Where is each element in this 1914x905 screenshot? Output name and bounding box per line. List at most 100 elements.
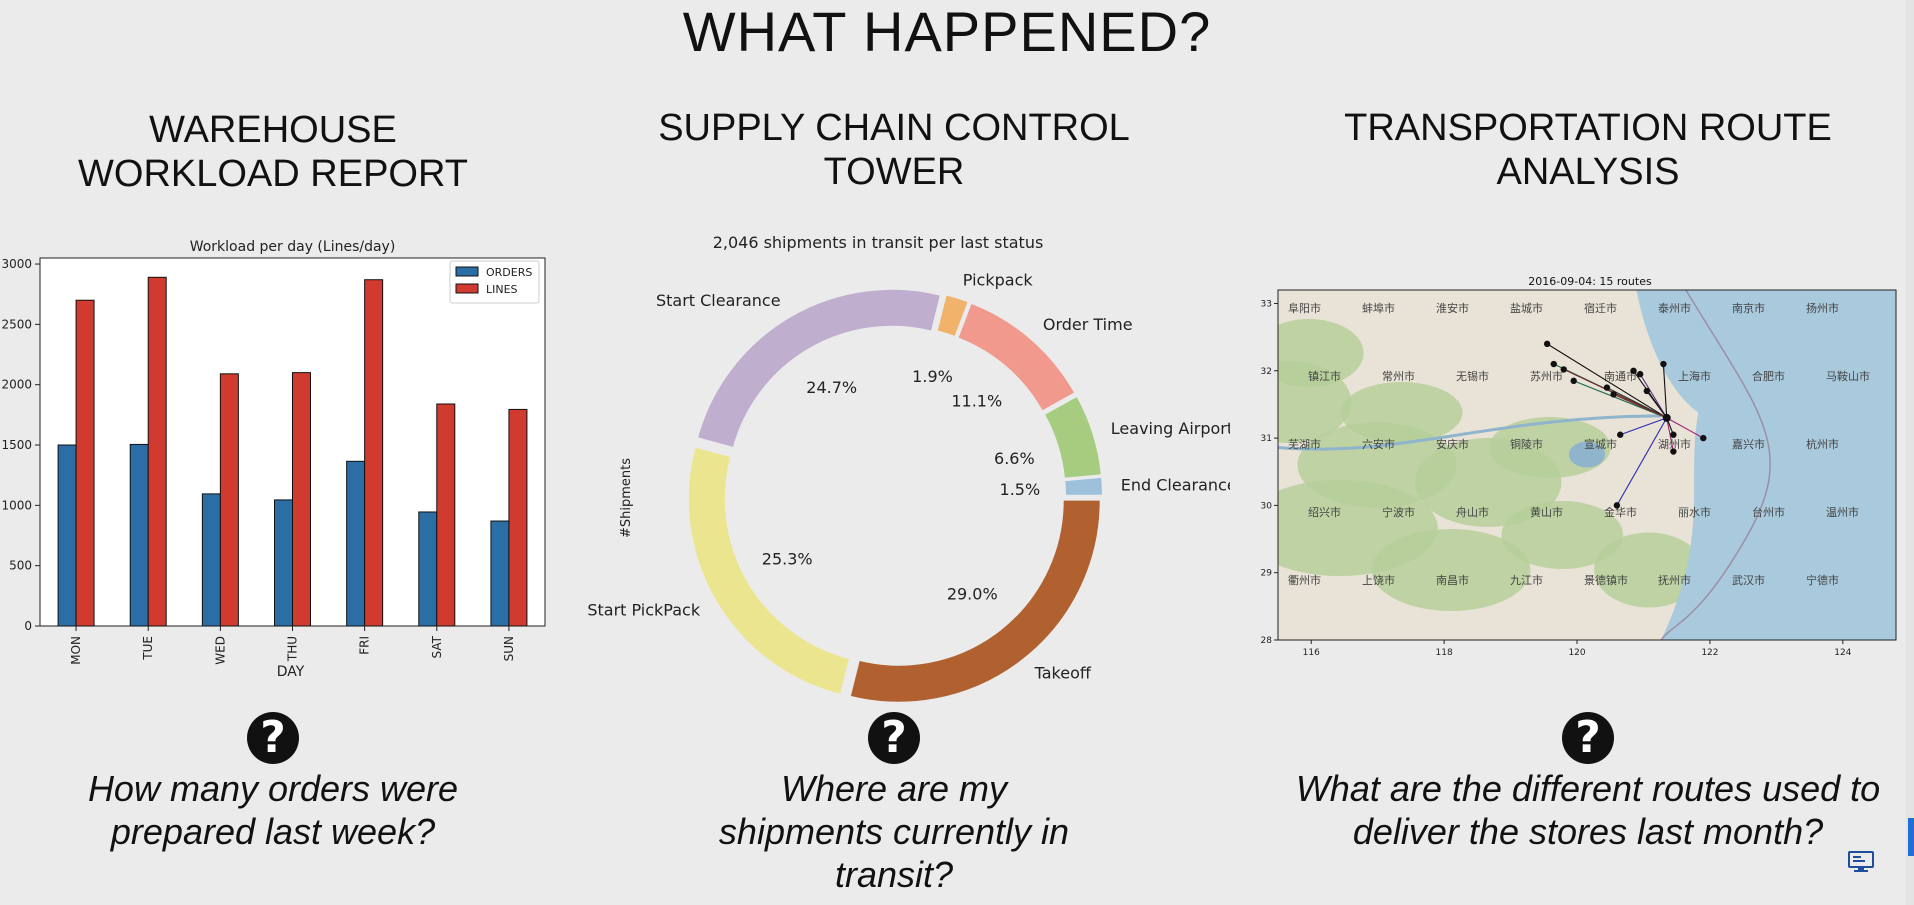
slice-label: Order Time [1043,315,1133,334]
section-title-control-tower: SUPPLY CHAIN CONTROL TOWER [614,106,1174,194]
slice-percent: 1.5% [1000,480,1041,499]
x-tick-label: 120 [1568,648,1585,655]
scrollbar-thumb[interactable] [1908,818,1914,856]
question-line: What are the different routes used to [1295,768,1881,809]
bar-orders [418,511,438,627]
x-tick-label: 118 [1436,648,1453,655]
question-line: Where are my [780,768,1008,809]
place-label: 台州市 [1752,505,1785,519]
hub-point [1662,413,1671,422]
x-tick-label: THU [286,636,300,662]
y-tick-label: 3000 [1,257,32,271]
monitor-icon[interactable] [1846,850,1876,874]
slice-label: Takeoff [1034,664,1092,683]
route-line [1620,417,1667,436]
section-title-line: WAREHOUSE [149,109,397,151]
y-tick-label: 2000 [1,378,32,392]
x-tick-label: 124 [1834,648,1851,655]
y-tick-label: 32 [1261,367,1272,377]
slice-label: Start PickPack [587,600,701,619]
legend-label: ORDERS [486,266,532,279]
place-label: 黄山市 [1530,505,1563,519]
store-point [1543,340,1551,348]
section-title-line: WORKLOAD REPORT [78,153,468,195]
store-point [1660,360,1667,368]
maritime-boundary [1660,290,1771,640]
bar-lines [292,372,311,627]
place-label: 淮安市 [1436,301,1469,315]
bar-lines [219,373,239,627]
legend-label: LINES [486,283,518,296]
y-tick-label: 33 [1261,299,1272,309]
place-label: 杭州市 [1806,437,1839,451]
x-tick-label: MON [69,636,83,665]
place-label: 常州市 [1382,369,1415,383]
section-title-line: TRANSPORTATION ROUTE [1344,107,1832,149]
x-tick-label: 116 [1303,648,1320,655]
route-line [1606,387,1667,419]
slice-label: Start Clearance [656,291,781,310]
place-label: 金华市 [1604,505,1637,519]
slice-pickpack [935,293,971,339]
store-point [1610,391,1617,398]
place-label: 上饶市 [1362,573,1395,587]
place-label: 宣城市 [1584,437,1617,451]
store-point [1613,502,1621,509]
place-label: 宁波市 [1382,505,1415,519]
shipments-donut-chart: 2,046 shipments in transit per last stat… [587,233,1230,703]
question-warehouse: How many orders were prepared last week? [0,767,553,853]
legend-swatch [455,283,479,294]
x-tick-label: SUN [502,636,516,661]
place-label: 宿迁市 [1584,301,1617,315]
slice-percent: 1.9% [912,367,953,386]
x-axis-label: DAY [277,664,305,680]
store-point [1570,377,1577,385]
place-label: 安庆市 [1436,437,1469,451]
bar-lines [147,276,167,627]
place-label: 芜湖市 [1288,437,1321,451]
question-line: prepared last week? [110,811,436,852]
lake [1569,441,1605,468]
river [1278,414,1662,451]
chart-title: 2016-09-04: 15 routes [1528,275,1652,288]
place-label: 景德镇市 [1584,573,1628,587]
place-label: 铜陵市 [1510,437,1543,451]
place-label: 合肥市 [1752,369,1785,383]
place-label: 温州市 [1826,505,1859,519]
y-tick-label: 1500 [1,438,32,452]
place-label: 苏州市 [1530,369,1563,383]
bar-orders [346,460,366,627]
store-point [1560,366,1567,373]
route-line [1646,390,1668,419]
store-point [1550,360,1557,368]
slice-percent: 25.3% [762,549,813,568]
place-label: 九江市 [1510,573,1543,587]
store-point [1700,434,1707,442]
chart-title: 2,046 shipments in transit per last stat… [713,233,1044,252]
place-label: 泰州市 [1658,301,1691,315]
place-label: 湖州市 [1658,437,1691,451]
place-label: 武汉市 [1732,573,1765,587]
question-mark-icon: ? [247,712,299,764]
place-label: 宁德市 [1806,573,1839,587]
legend-swatch [455,266,479,277]
slice-percent: 11.1% [951,391,1002,410]
section-title-warehouse: WAREHOUSE WORKLOAD REPORT [0,108,553,196]
place-label: 镇江市 [1308,369,1341,383]
place-label: 马鞍山市 [1826,369,1870,383]
bar-orders [129,443,149,627]
store-point [1670,448,1677,455]
slice-takeoff [848,498,1102,703]
place-label: 六安市 [1362,437,1395,451]
place-label: 嘉兴市 [1732,437,1765,451]
legend: ORDERS LINES [449,260,540,304]
slice-start-pickpack [686,445,852,697]
slice-start-clearance [695,287,943,450]
place-label: 南通市 [1604,369,1637,383]
section-title-line: TOWER [823,151,965,193]
bar-lines [508,408,528,627]
slice-percent: 29.0% [947,584,998,603]
scrollbar-track[interactable] [1906,0,1914,905]
bar-lines [436,403,456,627]
section-title-line: SUPPLY CHAIN CONTROL [658,107,1130,149]
